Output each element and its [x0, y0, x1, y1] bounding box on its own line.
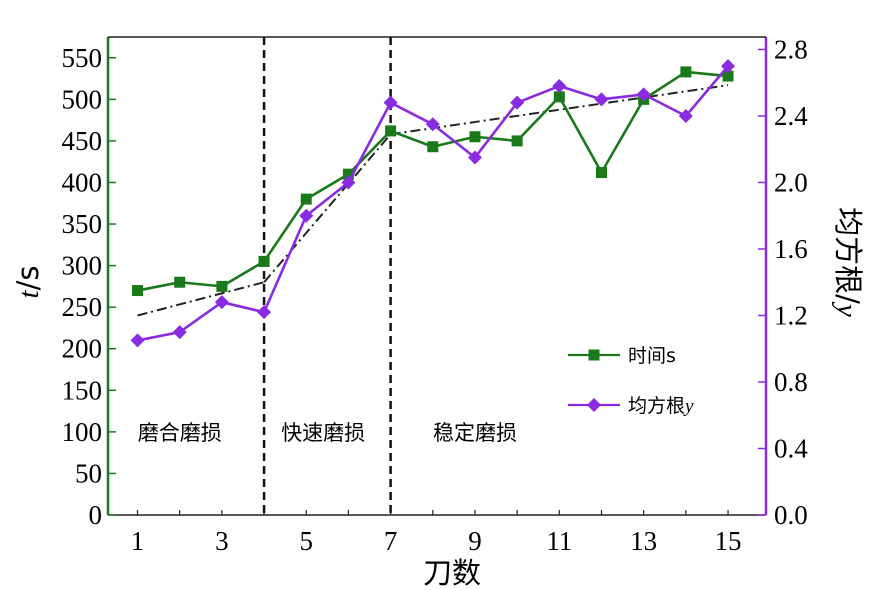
right-axis-title-rest: 均方根/ — [831, 207, 865, 304]
legend-label-rms-italic: y — [683, 396, 694, 417]
series-rms-point — [721, 59, 736, 74]
right-tick-label: 1.6 — [774, 234, 808, 264]
series-layer — [130, 59, 736, 348]
left-axis-title: t/s — [11, 266, 45, 299]
left-ticks: 0 50 100 150 200 250 300 350 400 450 500 550 — [62, 43, 116, 530]
left-axis-title-rest: /s — [11, 266, 45, 291]
series-rms-point — [678, 108, 693, 123]
series-time-point — [132, 285, 144, 297]
region-labels: 磨合磨损 快速磨损 稳定磨损 — [138, 421, 517, 445]
trend-line — [137, 84, 729, 317]
series-time-point — [680, 66, 692, 78]
series-rms-point — [510, 95, 525, 110]
series-time-point — [553, 91, 565, 103]
right-tick-label: 2.0 — [774, 167, 808, 197]
legend-label-rms: 均方根y — [628, 395, 694, 417]
left-tick-label: 500 — [62, 84, 103, 114]
x-tick-label: 1 — [131, 526, 145, 556]
left-tick-label: 450 — [62, 126, 103, 156]
series-time-point — [469, 131, 481, 143]
x-ticks: 1 3 5 7 9 11 13 15 — [131, 510, 742, 556]
x-tick-label: 9 — [468, 526, 482, 556]
left-tick-label: 200 — [62, 334, 103, 364]
series-time-point — [385, 125, 397, 137]
trend-segment — [263, 133, 392, 283]
series-rms-point — [636, 87, 651, 102]
left-tick-label: 550 — [62, 43, 103, 73]
left-tick-label: 150 — [62, 375, 103, 405]
x-tick-label: 13 — [630, 526, 657, 556]
series-time-point — [342, 168, 354, 180]
right-axis-title: 均方根/y — [831, 207, 865, 317]
series-rms-point — [383, 95, 398, 110]
trend-segment — [137, 281, 265, 317]
series-rms-point — [299, 208, 314, 223]
series-time-point — [258, 255, 270, 267]
trend-segment — [390, 84, 729, 136]
series-rms-point — [214, 295, 229, 310]
legend-marker-time — [588, 349, 600, 361]
left-axis-title-italic: t — [13, 289, 45, 298]
left-tick-label: 0 — [89, 500, 103, 530]
legend-label-time-text: 时间s — [628, 345, 676, 367]
series-rms-point — [130, 333, 145, 348]
left-tick-label: 50 — [75, 458, 102, 488]
series-rms-point — [467, 150, 482, 165]
right-tick-label: 0.0 — [774, 500, 808, 530]
legend-label-time: 时间s — [628, 345, 676, 367]
legend-marker-rms — [587, 398, 601, 412]
series-time-point — [722, 70, 734, 82]
series-rms-point — [172, 325, 187, 340]
left-tick-label: 300 — [62, 251, 103, 281]
series-rms-point — [552, 79, 567, 94]
legend: 时间s 均方根y — [568, 345, 694, 417]
series-rms-point — [594, 92, 609, 107]
left-tick-label: 400 — [62, 167, 103, 197]
series-time-point — [427, 141, 439, 153]
right-axis-title-italic: y — [831, 301, 863, 317]
right-tick-label: 2.8 — [774, 34, 808, 64]
right-tick-label: 2.4 — [774, 101, 808, 131]
right-tick-label: 0.4 — [774, 433, 808, 463]
series-time-point — [216, 280, 228, 292]
series-time-point — [174, 276, 186, 288]
region-label: 快速磨损 — [281, 421, 365, 445]
x-tick-label: 15 — [715, 526, 742, 556]
left-tick-label: 350 — [62, 209, 103, 239]
x-tick-label: 3 — [215, 526, 229, 556]
x-axis-title: 刀数 — [423, 556, 481, 590]
right-ticks: 0.0 0.4 0.8 1.2 1.6 2.0 2.4 2.8 — [758, 34, 808, 530]
region-label: 磨合磨损 — [138, 421, 222, 445]
left-tick-label: 250 — [62, 292, 103, 322]
right-tick-label: 1.2 — [774, 300, 808, 330]
x-tick-label: 7 — [384, 526, 398, 556]
x-tick-label: 11 — [546, 526, 572, 556]
series-time-point — [596, 167, 607, 179]
series-time-point — [511, 135, 523, 147]
series-rms-point — [257, 305, 272, 320]
series-time-point — [300, 193, 312, 205]
region-label: 稳定磨损 — [433, 421, 517, 445]
x-tick-label: 5 — [299, 526, 313, 556]
legend-label-rms-text: 均方根 — [628, 395, 685, 417]
left-tick-label: 100 — [62, 417, 103, 447]
right-tick-label: 0.8 — [774, 367, 808, 397]
phase-dividers — [262, 37, 392, 515]
series-rms-point — [425, 117, 440, 132]
series-rms-point — [341, 175, 356, 190]
